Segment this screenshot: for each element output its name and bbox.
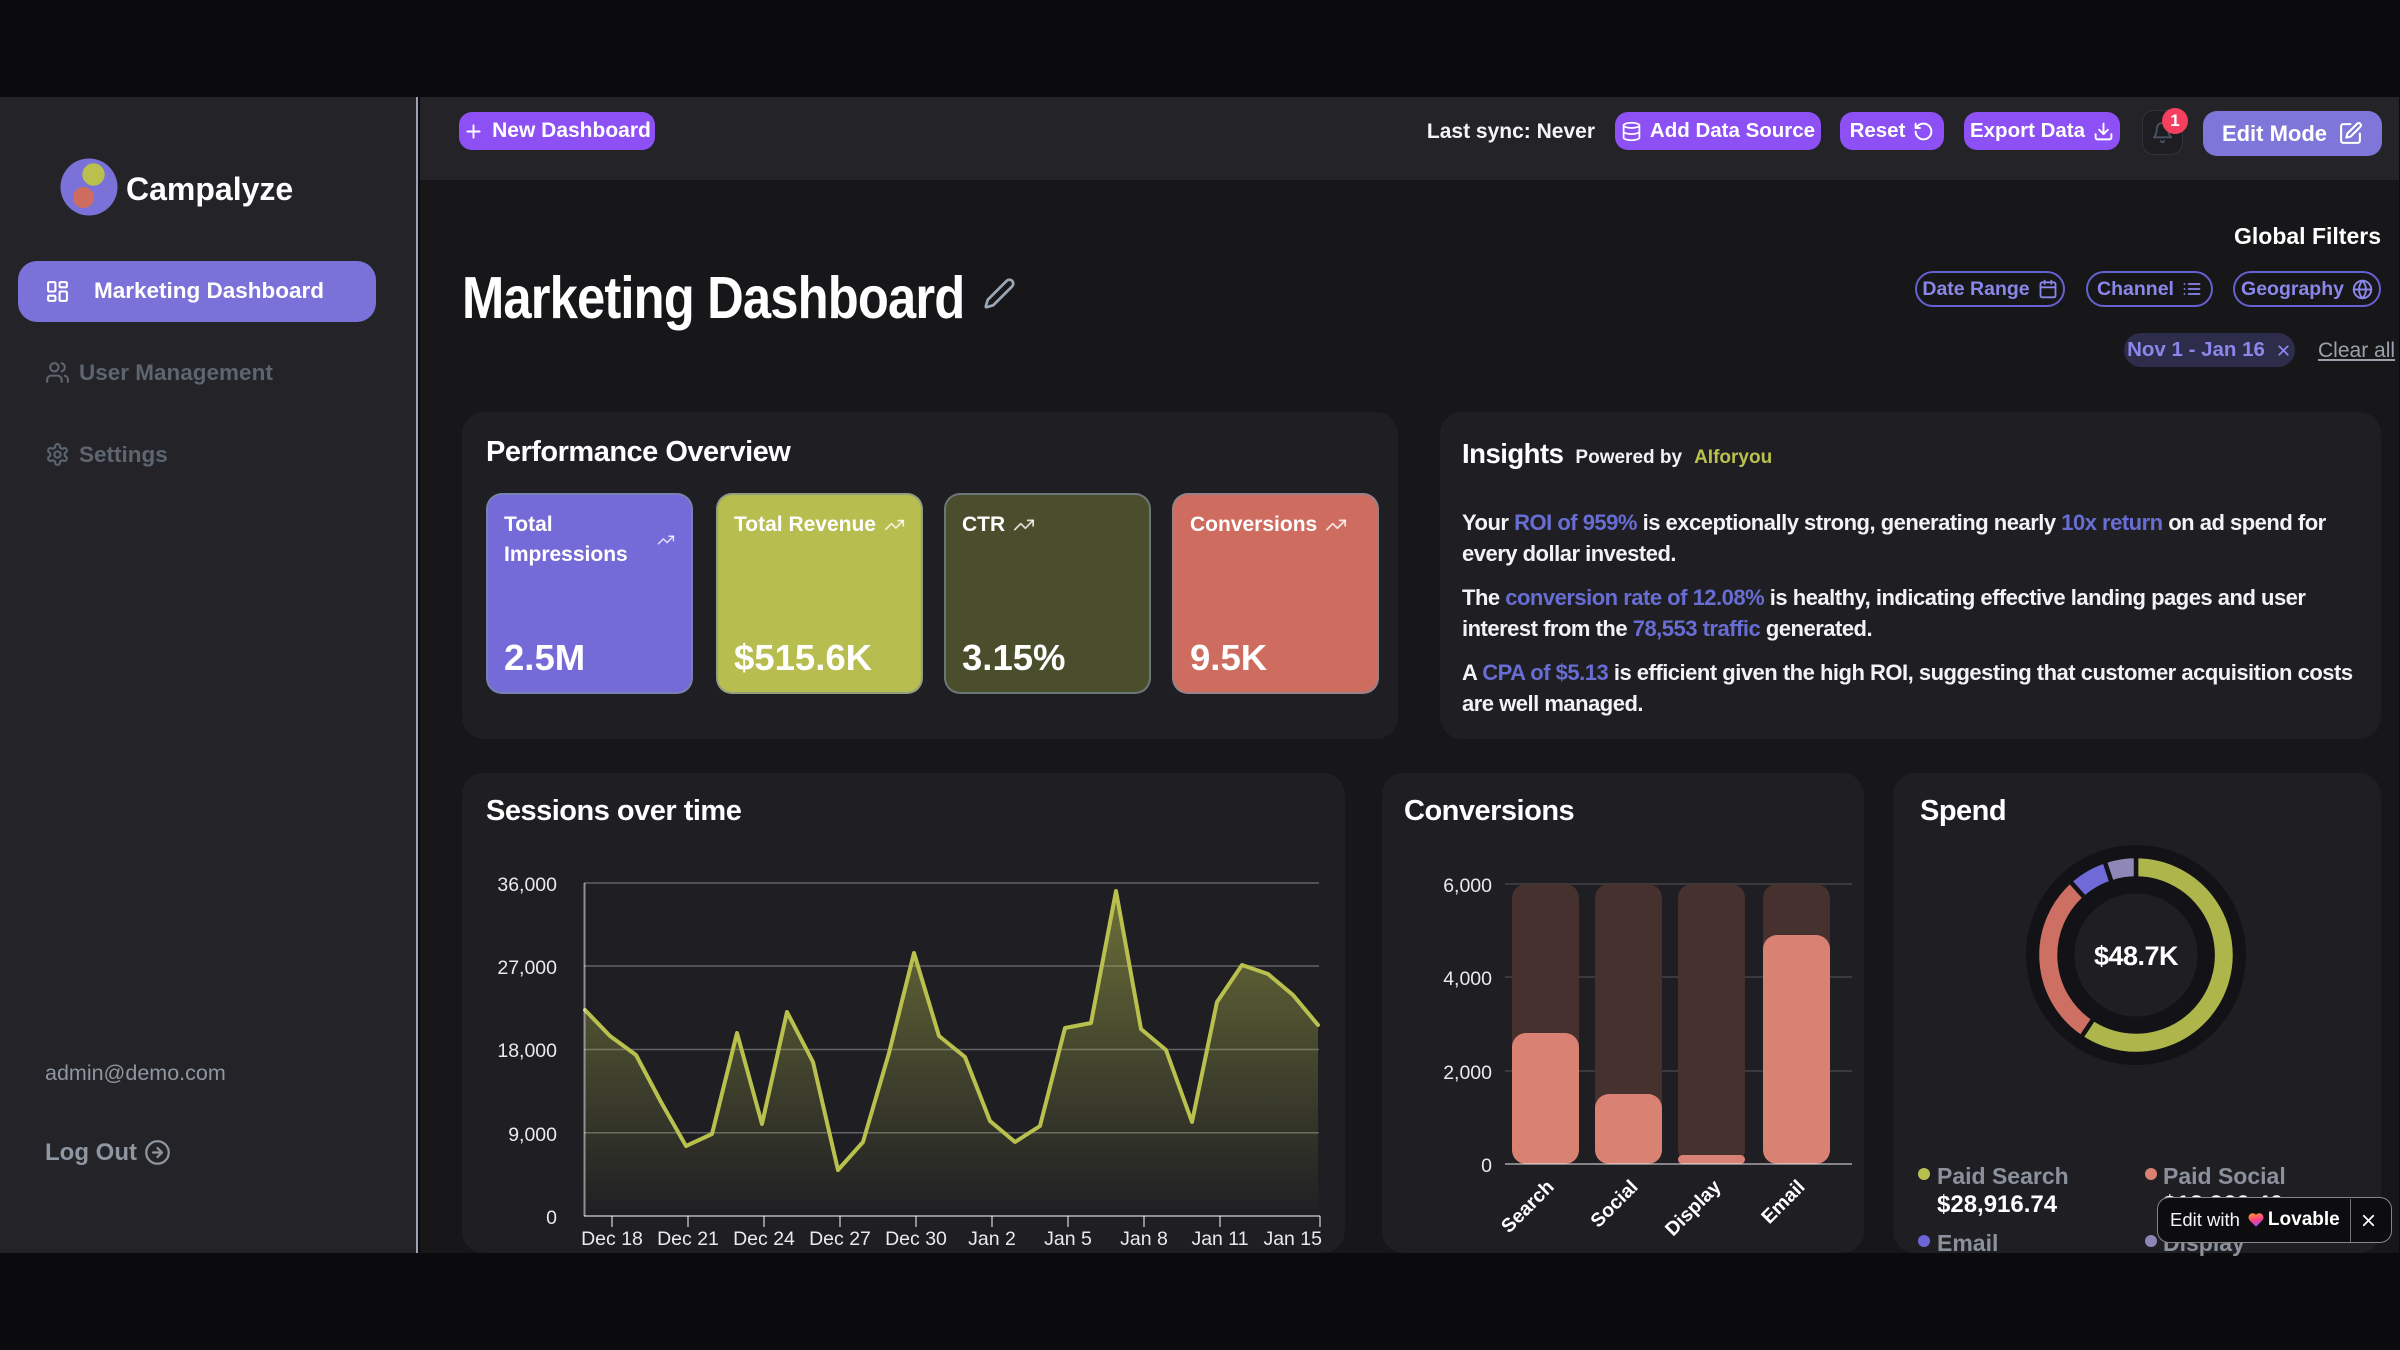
svg-text:Dec 21: Dec 21	[657, 1228, 719, 1250]
svg-text:2,000: 2,000	[1443, 1062, 1492, 1084]
svg-text:6,000: 6,000	[1443, 875, 1492, 897]
svg-text:Social: Social	[1586, 1176, 1642, 1232]
svg-text:Jan 2: Jan 2	[968, 1228, 1016, 1250]
svg-text:18,000: 18,000	[497, 1040, 557, 1062]
svg-text:Dec 30: Dec 30	[885, 1228, 947, 1250]
svg-text:Email: Email	[1757, 1176, 1809, 1228]
svg-text:Jan 15: Jan 15	[1263, 1228, 1322, 1250]
svg-text:Jan 11: Jan 11	[1191, 1228, 1248, 1250]
svg-text:Display: Display	[1661, 1176, 1726, 1241]
svg-text:Dec 18: Dec 18	[581, 1228, 643, 1250]
svg-text:Search: Search	[1497, 1176, 1559, 1238]
svg-text:Dec 24: Dec 24	[733, 1228, 795, 1250]
svg-text:$48.7K: $48.7K	[2094, 941, 2179, 971]
svg-text:Dec 27: Dec 27	[809, 1228, 871, 1250]
svg-text:Jan 8: Jan 8	[1120, 1228, 1168, 1250]
svg-text:0: 0	[1481, 1155, 1492, 1177]
svg-text:Jan 5: Jan 5	[1044, 1228, 1092, 1250]
svg-text:27,000: 27,000	[497, 957, 557, 979]
svg-text:4,000: 4,000	[1443, 968, 1492, 990]
svg-text:36,000: 36,000	[497, 874, 557, 896]
svg-text:9,000: 9,000	[508, 1124, 557, 1146]
svg-text:0: 0	[546, 1207, 557, 1229]
